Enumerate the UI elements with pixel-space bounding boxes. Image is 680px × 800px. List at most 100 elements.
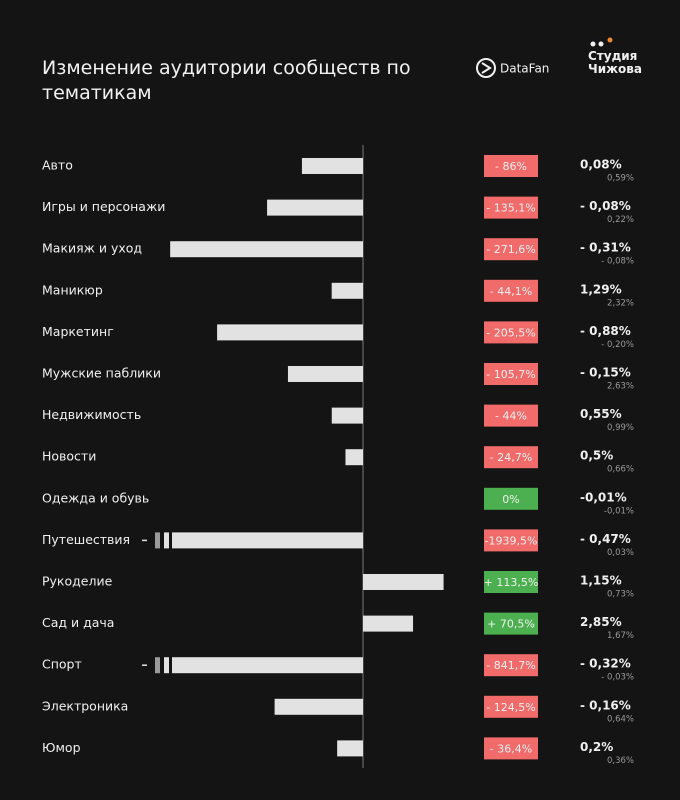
change-badge	[484, 737, 538, 760]
category-label: Юмор	[42, 740, 81, 755]
change-badge	[484, 321, 538, 344]
category-label: Маркетинг	[42, 324, 114, 339]
bar	[217, 324, 363, 341]
bar	[274, 698, 363, 715]
change-badge	[484, 571, 538, 593]
category-label: Путешествия	[42, 532, 130, 547]
share-prev-label: - 0,03%	[601, 673, 634, 683]
change-badge	[484, 654, 538, 677]
share-prev-label: 0,99%	[607, 423, 634, 433]
bar	[170, 241, 363, 258]
change-badge	[484, 612, 538, 635]
share-prev-label: - 0,08%	[601, 257, 634, 267]
value-label: - 36,4%	[490, 742, 532, 755]
share-label: 0,5%	[580, 449, 613, 463]
bar-break	[164, 657, 169, 674]
share-prev-label: 1,67%	[607, 631, 634, 641]
share-label: - 0,88%	[580, 324, 631, 338]
value-label: - 86%	[495, 160, 527, 173]
share-label: - 0,15%	[580, 366, 631, 380]
share-prev-label: 0,22%	[607, 215, 634, 225]
value-label: - 105,7%	[486, 368, 535, 381]
change-badge	[484, 529, 538, 552]
share-label: - 0,08%	[580, 199, 631, 213]
value-label: + 113,5%	[484, 576, 539, 589]
share-prev-label: 0,73%	[607, 590, 634, 600]
category-label: Рукоделие	[42, 574, 113, 589]
value-label: - 135,1%	[486, 202, 535, 215]
change-badge	[484, 279, 538, 302]
logo-dot	[598, 41, 604, 47]
change-badge	[484, 695, 538, 718]
share-label: 1,29%	[580, 282, 622, 296]
category-label: Новости	[42, 449, 96, 464]
share-prev-label: 0,64%	[607, 714, 634, 724]
bar	[172, 532, 363, 549]
bar	[287, 366, 363, 382]
bar	[363, 615, 414, 632]
category-label: Макияж и уход	[42, 241, 142, 256]
share-label: - 0,31%	[580, 241, 631, 255]
category-label: Маникюр	[42, 282, 103, 297]
bar	[301, 158, 363, 174]
category-label: Сад и дача	[42, 615, 114, 630]
value-label: - 841,7%	[486, 659, 535, 672]
category-label: Одежда и обувь	[42, 490, 149, 505]
share-label: 0,08%	[580, 158, 622, 172]
value-label: - 44%	[495, 410, 527, 423]
change-badge	[484, 404, 538, 427]
share-prev-label: 0,66%	[607, 465, 634, 475]
bar	[337, 740, 363, 757]
bar-break	[155, 657, 160, 674]
share-label: - 0,16%	[580, 698, 631, 712]
value-label: -1939,5%	[485, 534, 538, 547]
category-label: Электроника	[42, 698, 128, 713]
bar-break	[164, 532, 169, 549]
change-badge	[484, 155, 538, 177]
share-prev-label: -0,01%	[604, 506, 634, 516]
share-label: -0,01%	[580, 490, 627, 504]
value-label: 0%	[502, 493, 519, 506]
category-label: Недвижимость	[42, 407, 141, 422]
bar	[331, 407, 363, 424]
chart-title: Изменение аудитории сообществ по тематик…	[42, 57, 411, 104]
change-badge	[484, 196, 538, 219]
bar	[172, 657, 363, 674]
share-prev-label: 0,36%	[607, 756, 634, 766]
value-label: + 70,5%	[487, 618, 535, 631]
share-prev-label: 2,63%	[607, 382, 634, 392]
category-label: Мужские паблики	[42, 366, 161, 381]
logo-text: DataFan	[500, 62, 549, 76]
logo-icon	[481, 62, 492, 74]
logo-box: Студия Чижова	[588, 50, 642, 76]
bar	[363, 574, 444, 590]
change-badge	[484, 363, 538, 385]
bar	[345, 449, 363, 466]
logo-icon	[476, 58, 496, 78]
category-label: Авто	[42, 158, 73, 173]
logo-dot	[607, 37, 613, 43]
share-label: 1,15%	[580, 574, 622, 588]
bar	[267, 199, 363, 216]
share-prev-label: - 0,20%	[601, 340, 634, 350]
logo-dot	[590, 41, 596, 47]
bar	[331, 282, 363, 299]
logo-text: Студия Чижова	[588, 50, 642, 76]
share-label: 0,2%	[580, 740, 613, 754]
category-label: Игры и персонажи	[42, 199, 165, 214]
change-badge	[484, 446, 538, 469]
change-badge	[484, 238, 538, 261]
change-badge	[484, 487, 538, 510]
share-label: - 0,32%	[580, 657, 631, 671]
share-label: 2,85%	[580, 615, 622, 629]
share-label: - 0,47%	[580, 532, 631, 546]
bar-break	[155, 532, 160, 549]
value-label: - 44,1%	[490, 285, 532, 298]
share-prev-label: 0,59%	[607, 174, 634, 184]
value-label: - 24,7%	[490, 451, 532, 464]
value-label: - 271,6%	[486, 243, 535, 256]
category-label: Спорт	[42, 657, 82, 672]
value-label: - 124,5%	[486, 701, 535, 714]
